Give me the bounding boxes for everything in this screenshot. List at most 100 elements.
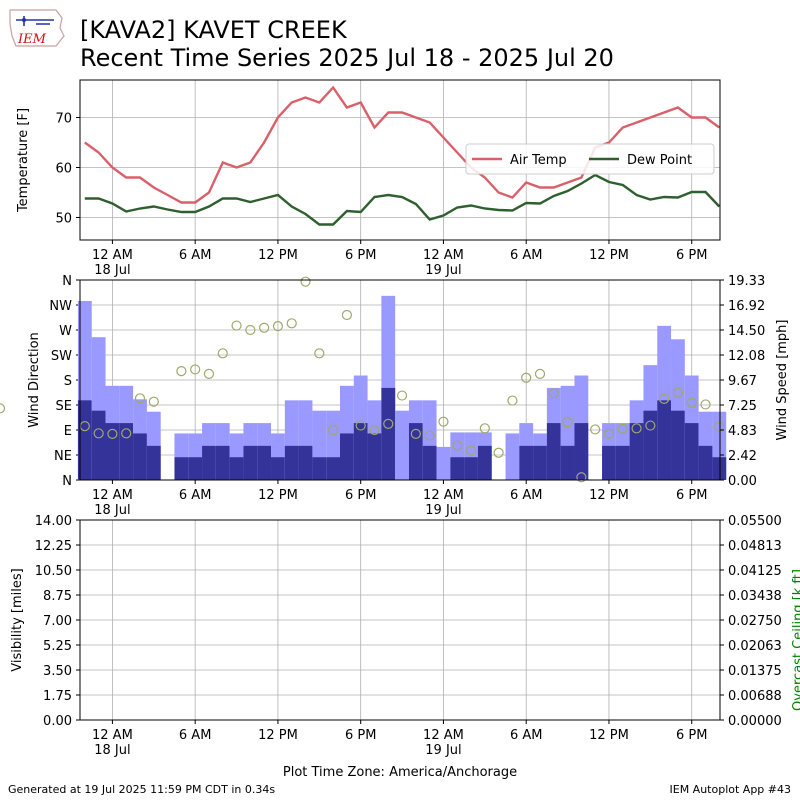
- wind-speed-bar: [657, 400, 672, 480]
- legend-label: Air Temp: [510, 153, 567, 168]
- wind-speed-bar: [188, 457, 203, 480]
- temp-x-tick-label: 6 AM: [179, 248, 212, 263]
- air-temp-line: [84, 85, 721, 204]
- wind-direction-point: [383, 418, 394, 429]
- ceiling-tick-label: 0.04125: [728, 564, 782, 579]
- wind-direction-point: [659, 393, 670, 404]
- wind-direction-point: [203, 368, 215, 379]
- wind-speed-bar: [229, 457, 244, 480]
- vis-y-tick-label: 3.50: [43, 664, 72, 679]
- wind-speed-bar: [298, 445, 313, 480]
- wind-speed-bar: [464, 457, 478, 480]
- wind-speed-tick-label: 19.33: [728, 274, 765, 289]
- wind-direction-point: [148, 396, 159, 407]
- vis-y-tick-label: 12.25: [35, 539, 72, 554]
- wind-direction-point: [507, 395, 518, 406]
- wind-direction-point: [259, 322, 270, 333]
- wind-direction-point: [107, 428, 118, 439]
- wind-speed-tick-label: 4.83: [728, 424, 757, 439]
- wind-speed-bar: [215, 445, 230, 480]
- wind-direction-point: [452, 440, 463, 451]
- temp-x-tick-sublabel: 18 Jul: [94, 263, 130, 278]
- wind-x-tick-label: 12 PM: [258, 488, 298, 503]
- wind-dir-tick-label: S: [64, 374, 72, 389]
- title-line-2: Recent Time Series 2025 Jul 18 - 2025 Ju…: [80, 44, 614, 72]
- wind-speed-tick-label: 0.00: [728, 474, 757, 489]
- dew-point-line: [84, 173, 721, 226]
- vis-x-tick-sublabel: 19 Jul: [425, 743, 461, 758]
- wind-direction-point: [548, 388, 559, 399]
- wind-speed-bar: [574, 423, 589, 480]
- visibility-axis-label: Visibility [miles]: [10, 568, 25, 671]
- temp-y-axis-label: Temperature [F]: [16, 108, 31, 213]
- vis-y-tick-label: 7.00: [43, 614, 72, 629]
- wind-direction-point: [341, 309, 352, 321]
- wind-dir-tick-label: E: [64, 424, 72, 439]
- wind-direction-point: [300, 276, 311, 287]
- wind-dir-tick-label: NE: [54, 449, 72, 464]
- wind-direction-point: [176, 366, 187, 377]
- wind-speed-bar: [477, 445, 492, 480]
- wind-speed-bar: [450, 457, 465, 480]
- page-title: [KAVA2] KAVET CREEK Recent Time Series 2…: [80, 16, 614, 72]
- vis-x-tick-label: 12 PM: [258, 728, 298, 743]
- wind-dir-tick-label: SW: [51, 349, 72, 364]
- wind-direction-point: [121, 428, 132, 439]
- wind-speed-bar: [146, 445, 161, 480]
- wind-speed-bar: [546, 423, 561, 480]
- wind-direction-point: [576, 472, 587, 483]
- temp-y-tick-label: 70: [55, 112, 72, 127]
- ceiling-tick-label: 0.00000: [728, 714, 782, 729]
- gust-bar: [436, 446, 451, 480]
- wind-speed-tick-label: 14.50: [728, 324, 765, 339]
- wind-x-tick-label: 6 PM: [676, 488, 707, 503]
- wind-speed-bar: [519, 445, 534, 480]
- wind-direction-point: [534, 368, 546, 379]
- wind-speed-bar: [533, 445, 547, 480]
- wind-direction-point: [272, 321, 284, 332]
- wind-dir-tick-label: W: [59, 324, 72, 339]
- wind-speed-bar: [91, 410, 106, 480]
- wind-speed-bar: [257, 445, 272, 480]
- wind-x-tick-label: 12 AM: [423, 488, 464, 503]
- wind-direction-point: [134, 393, 146, 404]
- ceiling-axis-label: Overcast Ceiling [k ft]: [791, 569, 800, 711]
- wind-direction-point: [590, 424, 601, 435]
- wind-direction-point: [369, 424, 380, 436]
- wind-speed-bar: [422, 445, 437, 480]
- vis-x-tick-label: 6 AM: [510, 728, 543, 743]
- wind-x-tick-label: 6 PM: [345, 488, 376, 503]
- wind-speed-bar: [408, 423, 423, 480]
- wind-speed-bar: [271, 457, 285, 480]
- temp-x-tick-label: 12 AM: [423, 248, 464, 263]
- vis-y-tick-label: 5.25: [43, 639, 72, 654]
- wind-speed-bar: [312, 457, 327, 480]
- wind-speed-bar: [353, 423, 368, 480]
- wind-direction-point: [314, 348, 325, 359]
- temp-x-tick-label: 6 AM: [510, 248, 543, 263]
- wind-speed-axis-label: Wind Speed [mph]: [775, 320, 790, 441]
- wind-dir-tick-label: N: [62, 474, 72, 489]
- wind-dir-tick-label: NW: [49, 299, 72, 314]
- plot-frame: [79, 519, 721, 721]
- gust-bar: [395, 410, 409, 480]
- wind-direction-point: [0, 403, 6, 414]
- wind-direction-point: [493, 447, 504, 458]
- wind-speed-bar: [243, 445, 258, 480]
- vis-x-tick-label: 6 PM: [676, 728, 707, 743]
- wind-speed-bar: [133, 433, 147, 480]
- wind-speed-tick-label: 12.08: [728, 349, 765, 364]
- vis-x-tick-label: 12 PM: [589, 728, 629, 743]
- ceiling-tick-label: 0.02750: [728, 614, 782, 629]
- wind-x-tick-label: 12 AM: [92, 488, 133, 503]
- wind-speed-bar: [284, 445, 299, 480]
- wind-direction-point: [562, 417, 573, 428]
- temp-x-tick-label: 12 PM: [589, 248, 629, 263]
- wind-direction-point: [700, 399, 711, 410]
- gust-bar: [505, 433, 520, 480]
- wind-dir-tick-label: N: [62, 274, 72, 289]
- wind-direction-point: [286, 318, 297, 329]
- wind-direction-point: [479, 423, 490, 434]
- wind-direction-point: [190, 364, 201, 375]
